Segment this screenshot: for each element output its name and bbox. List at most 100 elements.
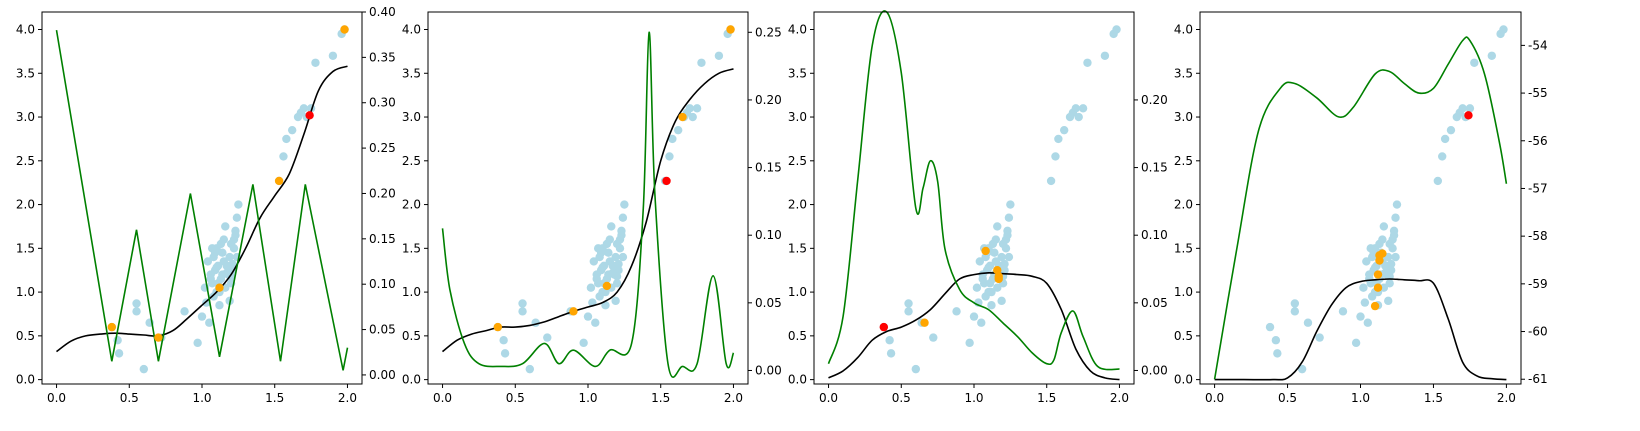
data-point [605, 257, 615, 266]
data-point [287, 125, 297, 135]
data-point [1385, 279, 1394, 288]
data-point [1366, 244, 1375, 253]
data-point [611, 252, 620, 262]
data-point [1379, 283, 1389, 292]
panel-4: 0.0 0.5 1.0 1.5 2.0 0.0 0.5 1.0 1.5 2.0 2.5 3.0 3.5 4… [1174, 11, 1548, 405]
plot-area [441, 25, 735, 378]
data-point [229, 244, 239, 253]
panel-3: 0.0 0.5 1.0 1.5 2.0 0.0 0.5 1.0 1.5 2.0 2.5 3.0 3.5 4… [788, 10, 1168, 405]
observed-point [340, 25, 349, 34]
acquisition-line [827, 10, 1120, 371]
observed-point [1378, 249, 1387, 258]
x-tick-label: 1.0 [578, 391, 597, 405]
y2-tick-label: -61 [1528, 372, 1548, 386]
data-point [965, 338, 974, 348]
data-point [225, 252, 234, 262]
data-point [1303, 318, 1313, 327]
data-point [234, 200, 243, 209]
observed-point [107, 322, 117, 332]
data-point [1000, 259, 1009, 269]
data-point [132, 299, 141, 308]
data-point [1112, 25, 1121, 34]
data-point [311, 58, 320, 67]
data-point [499, 336, 508, 345]
data-point [1392, 200, 1402, 209]
data-point [518, 307, 527, 316]
y-tick-label: 0.5 [1174, 329, 1193, 343]
data-point [1499, 25, 1508, 34]
data-point [525, 364, 535, 374]
x-tick-label: 2.0 [338, 391, 357, 405]
x-tick-label: 1.0 [192, 391, 211, 405]
data-point [1001, 244, 1011, 253]
y2-tick-label: 0.35 [369, 50, 396, 64]
data-point [984, 287, 993, 297]
y-tick-label: 3.5 [788, 66, 807, 80]
data-point [665, 152, 674, 161]
y-tick-label: 0.0 [402, 373, 421, 387]
data-point [904, 299, 913, 308]
data-point [692, 104, 702, 113]
y2-tick-label: -59 [1528, 277, 1548, 291]
data-point [978, 274, 987, 284]
data-point [583, 312, 593, 321]
y-tick-label: 2.0 [402, 198, 421, 212]
y-tick-label: 3.5 [402, 66, 421, 80]
data-point [997, 296, 1006, 306]
data-point [612, 279, 622, 288]
data-point [592, 274, 601, 284]
data-point [1004, 252, 1014, 262]
y-tick-label: 2.5 [1174, 154, 1193, 168]
data-point [579, 338, 588, 348]
x-tick-label: 1.5 [1424, 391, 1443, 405]
y-tick-label: 0.0 [16, 373, 35, 387]
plot-area [55, 25, 349, 374]
data-point [1351, 338, 1361, 348]
x-tick-label: 1.0 [1351, 391, 1370, 405]
data-point [697, 58, 706, 67]
data-point [1359, 283, 1368, 292]
y-tick-label: 0.0 [788, 373, 807, 387]
data-point [618, 252, 628, 262]
y-tick-label: 1.5 [16, 241, 35, 255]
data-point [714, 51, 724, 60]
data-point [1271, 336, 1281, 345]
data-point [1391, 213, 1400, 222]
y-tick-label: 0.0 [1174, 373, 1193, 387]
y-tick-label: 3.5 [1174, 66, 1193, 80]
y2-tick-label: 0.20 [369, 186, 396, 200]
mean-line [828, 271, 1120, 381]
y-tick-label: 2.5 [788, 154, 807, 168]
x-tick-label: 1.0 [964, 391, 983, 405]
acquisition-line [55, 29, 349, 371]
axes-frame [1199, 11, 1522, 385]
y2-tick-label: 0.20 [1141, 93, 1168, 107]
data-point [1297, 364, 1307, 374]
y2-tick-label: 0.20 [755, 93, 782, 107]
x-tick-label: 0.5 [506, 391, 525, 405]
data-point [1389, 231, 1399, 240]
data-point [1391, 252, 1400, 262]
y2-tick-label: -55 [1528, 86, 1548, 100]
data-point [886, 349, 896, 358]
y2-tick-label: 0.05 [1141, 296, 1168, 310]
data-point [991, 257, 1001, 266]
x-tick-label: 2.0 [1497, 391, 1516, 405]
y-tick-label: 1.0 [788, 285, 807, 299]
y-tick-label: 1.5 [788, 241, 807, 255]
data-point [282, 134, 291, 144]
next-point [662, 176, 671, 186]
data-point [1100, 51, 1110, 60]
y-tick-label: 4.0 [1174, 23, 1193, 37]
y2-tick-label: 0.10 [755, 228, 782, 242]
y2-tick-label: -56 [1528, 134, 1548, 148]
data-point [1078, 104, 1088, 113]
y-tick-label: 1.5 [402, 241, 421, 255]
y2-tick-label: 0.05 [369, 323, 396, 337]
data-point [1365, 274, 1374, 284]
data-point [1360, 298, 1370, 307]
data-point [668, 134, 677, 144]
y2-tick-label: 0.15 [369, 232, 396, 246]
x-tick-label: 0.0 [819, 391, 838, 405]
y2-tick-label: 0.00 [1141, 363, 1168, 377]
